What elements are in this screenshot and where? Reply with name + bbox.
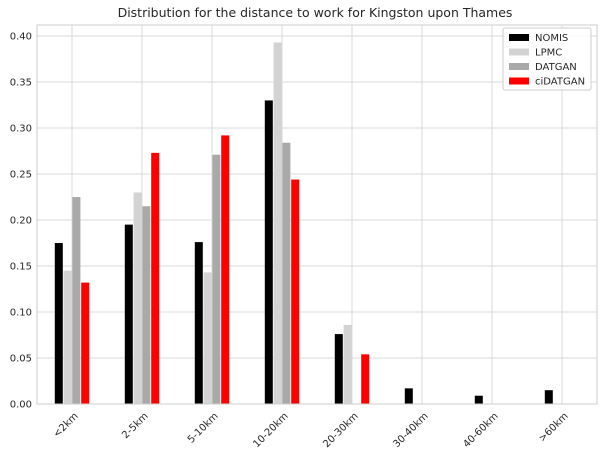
bar-datgan-3 <box>282 142 291 405</box>
legend-label: LPMC <box>535 48 562 59</box>
bar-lpmc-3 <box>273 42 282 405</box>
bar-nomis-0 <box>54 243 63 404</box>
y-tick-label: 0.25 <box>10 170 32 181</box>
bar-cidatgan-4 <box>361 354 370 404</box>
plot-frame <box>36 24 598 405</box>
y-tick-label: 0.05 <box>10 354 32 365</box>
bar-lpmc-2 <box>203 272 212 404</box>
bar-datgan-2 <box>212 154 221 404</box>
legend-swatch <box>509 77 529 85</box>
bar-nomis-7 <box>544 390 553 404</box>
legend-label: ciDATGAN <box>535 77 585 88</box>
legend: NOMIS LPMC DATGAN ciDATGAN <box>502 27 592 91</box>
bar-lpmc-1 <box>133 192 142 404</box>
legend-label: NOMIS <box>535 33 568 44</box>
x-axis-ticks: <2km 2-5km 5-10km 10-20km 20-30km 30-40km 40-6… <box>51 411 570 450</box>
y-tick-label: 0.15 <box>10 262 32 273</box>
y-tick-label: 0.35 <box>10 78 32 89</box>
chart-title: Distribution for the distance to work fo… <box>118 5 513 20</box>
bar-nomis-3 <box>264 100 273 404</box>
bar-nomis-2 <box>194 242 203 404</box>
y-axis-ticks: 0.00 0.05 0.10 0.15 0.20 0.25 0.30 0.35 0.40 <box>10 32 32 411</box>
legend-frame <box>502 27 592 91</box>
y-tick-label: 0.40 <box>10 32 32 43</box>
bar-nomis-1 <box>124 224 133 404</box>
bar-nomis-4 <box>334 334 343 404</box>
x-tick-label: 20-30km <box>321 411 360 450</box>
legend-label: DATGAN <box>535 62 577 73</box>
bar-cidatgan-1 <box>151 152 160 404</box>
y-tick-label: 0.00 <box>10 400 32 411</box>
bars <box>54 42 553 405</box>
x-tick-label: <2km <box>51 411 80 440</box>
grid-lines <box>37 25 597 405</box>
x-tick-label: 30-40km <box>391 411 430 450</box>
bar-lpmc-0 <box>63 270 72 404</box>
legend-swatch <box>509 63 529 70</box>
bar-cidatgan-2 <box>221 135 230 404</box>
y-tick-label: 0.20 <box>10 216 32 227</box>
x-tick-label: 10-20km <box>251 411 290 450</box>
x-tick-label: 5-10km <box>186 411 221 446</box>
bar-nomis-5 <box>404 388 413 404</box>
bar-nomis-6 <box>474 395 483 404</box>
x-tick-label: 40-60km <box>461 411 500 450</box>
x-tick-label: 2-5km <box>120 411 150 441</box>
bar-cidatgan-0 <box>81 282 90 404</box>
bar-lpmc-4 <box>343 324 352 404</box>
bar-datgan-0 <box>72 197 81 404</box>
x-tick-label: >60km <box>537 411 571 445</box>
bar-datgan-1 <box>142 206 151 404</box>
legend-swatch <box>509 34 529 41</box>
y-tick-label: 0.10 <box>10 308 32 319</box>
bar-cidatgan-3 <box>291 179 300 404</box>
y-tick-label: 0.30 <box>10 124 32 135</box>
legend-swatch <box>509 48 529 56</box>
